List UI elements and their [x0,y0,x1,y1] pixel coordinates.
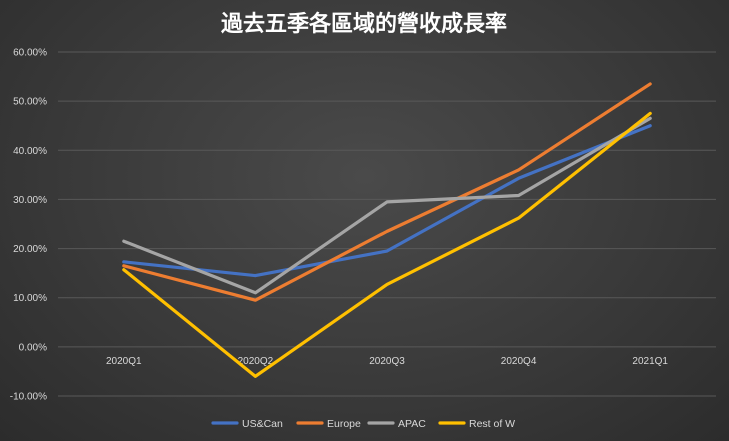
legend: US&Can Europe APAC Rest of W [211,418,515,430]
chart-title: 過去五季各區域的營收成長率 [221,11,507,37]
x-tick-label: 2020Q4 [501,356,537,367]
legend-label: APAC [398,418,426,430]
x-tick-label: 2020Q3 [369,356,405,367]
x-axis-ticks: 2020Q1 2020Q2 2020Q3 2020Q4 2021Q1 [106,356,668,367]
x-tick-label: 2021Q1 [632,356,668,367]
legend-label: US&Can [242,418,283,430]
series-line-3 [122,111,652,378]
legend-label: Rest of W [469,418,515,430]
series-line-2 [122,116,652,295]
legend-label: Europe [327,418,361,430]
y-tick-label: 30.00% [13,195,47,206]
gridlines [58,51,716,397]
y-tick-label: 40.00% [13,146,47,157]
series-line-1 [122,82,652,302]
x-tick-label: 2020Q1 [106,356,142,367]
y-tick-label: 50.00% [13,97,47,108]
y-axis-ticks: 60.00% 50.00% 40.00% 30.00% 20.00% 10.00% 0.00… [10,48,47,403]
y-tick-label: -10.00% [10,392,47,403]
y-tick-label: 0.00% [19,342,47,353]
series-lines [122,82,652,378]
y-tick-label: 20.00% [13,244,47,255]
x-tick-label: 2020Q2 [238,356,274,367]
y-tick-label: 10.00% [13,293,47,304]
y-tick-label: 60.00% [13,48,47,59]
